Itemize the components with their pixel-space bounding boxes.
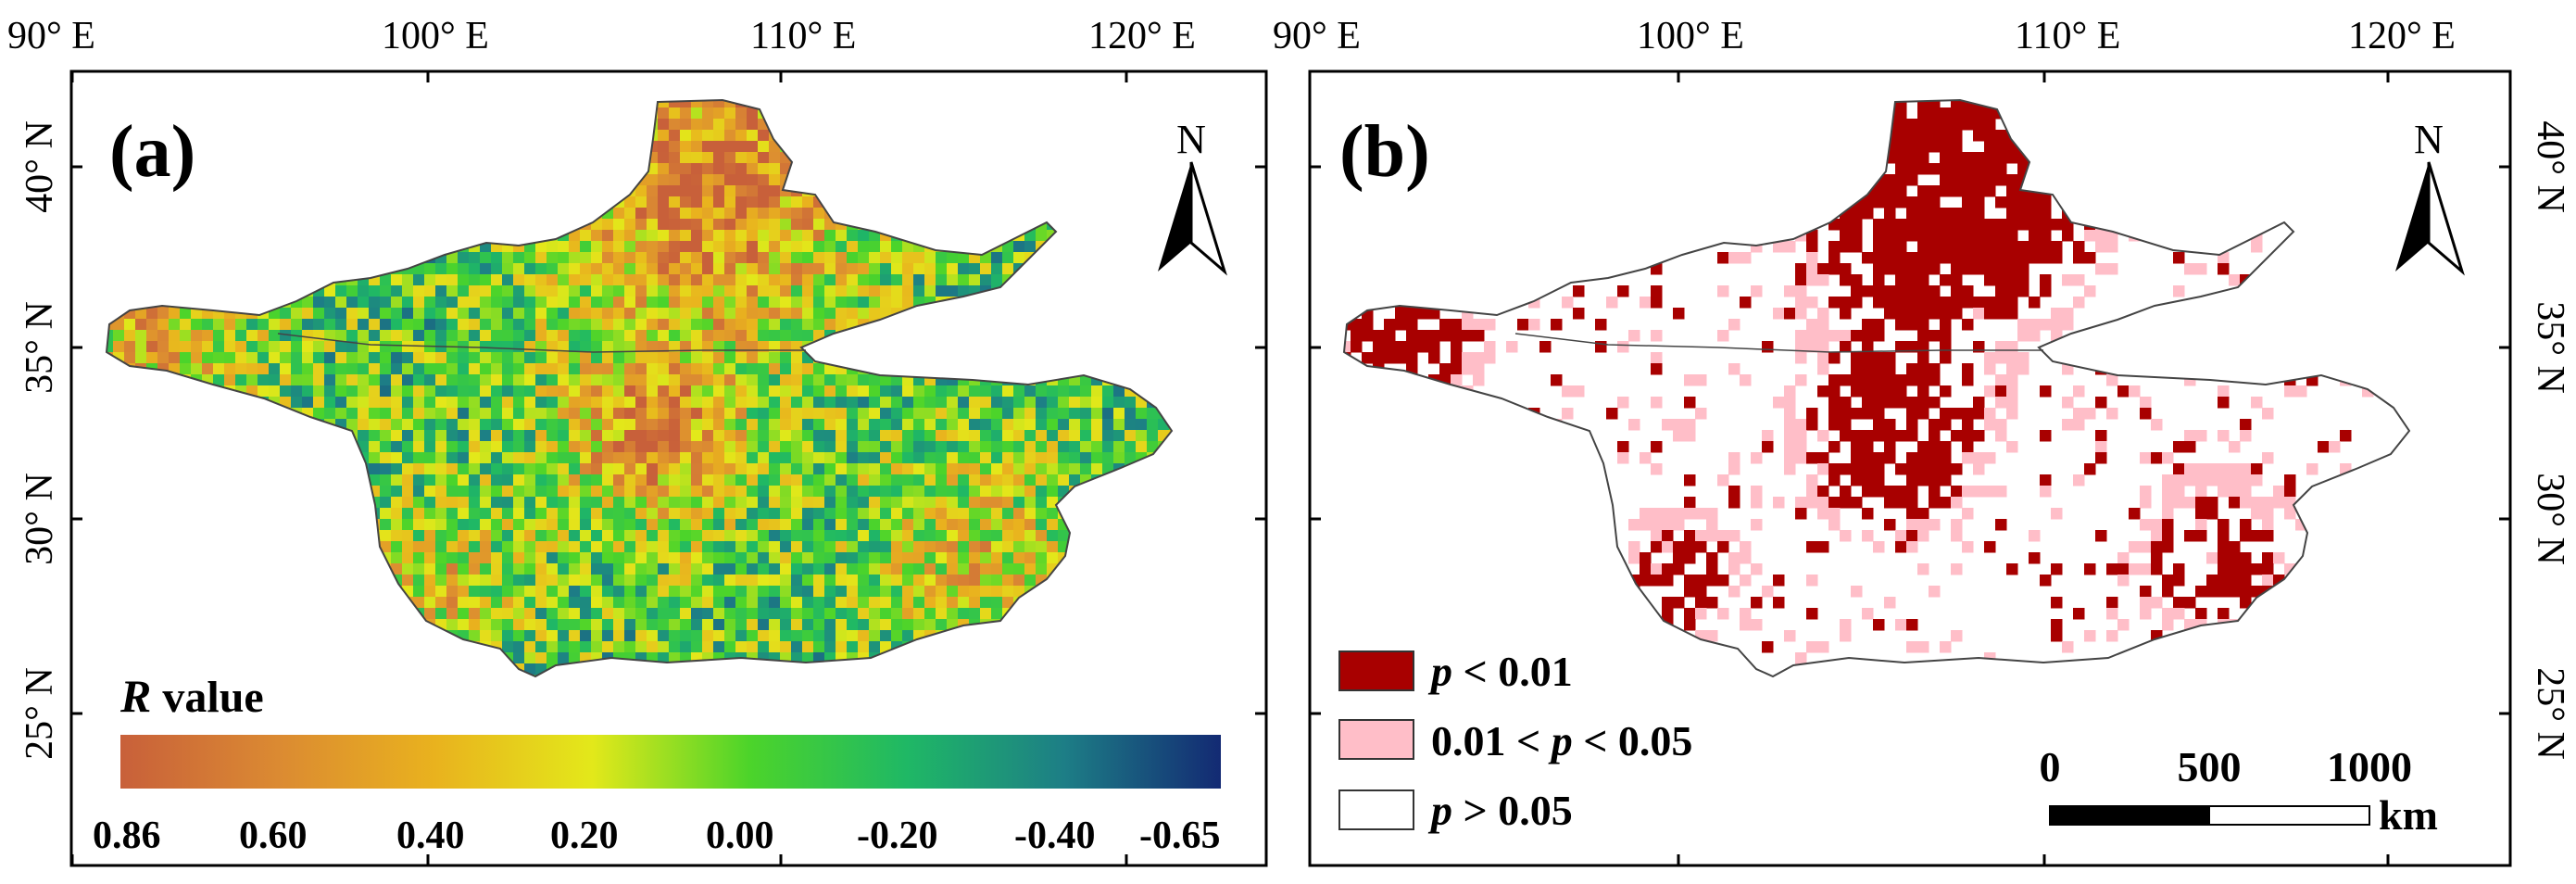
colorbar-tick-5: -0.20 — [857, 815, 938, 857]
lat-label-30-left: 30° N — [19, 473, 61, 565]
legend-swatch-p-gt-005 — [1338, 789, 1414, 830]
lat-label-25-right: 25° N — [2529, 667, 2571, 760]
panel-b-ticks — [1308, 71, 2510, 865]
r-symbol: R — [119, 670, 151, 722]
latitude-labels: 40° N 35° N 30° N 25° N 40° N 35° N 30° … — [19, 120, 2571, 760]
panel-b-label: (b) — [1339, 111, 1430, 193]
scale-tick-1000: 1000 — [2327, 743, 2412, 790]
colorbar-tick-1: 0.60 — [239, 815, 308, 857]
north-arrow-icon — [2395, 161, 2465, 276]
lon-label-110-a: 110° E — [750, 15, 856, 57]
basin-r-value-map — [105, 98, 1174, 678]
legend-swatch-p-lt-001 — [1338, 650, 1414, 691]
legend-label-p-gt-005: p > 0.05 — [1427, 787, 1573, 834]
panel-b-north-arrow: N — [2395, 117, 2465, 276]
panel-a-ticks — [70, 71, 1266, 865]
lon-label-90-b: 90° E — [1273, 15, 1361, 57]
colorbar-tick-3: 0.20 — [550, 815, 619, 857]
scale-bar-white-segment — [2208, 805, 2370, 826]
colorbar — [120, 735, 1221, 789]
lat-label-25-left: 25° N — [19, 667, 61, 760]
basin-significance-map — [1342, 98, 2411, 678]
scale-tick-0: 0 — [2040, 743, 2061, 790]
lat-label-35-left: 35° N — [19, 301, 61, 394]
colorbar-tick-4: 0.00 — [706, 815, 774, 857]
scale-tick-500: 500 — [2178, 743, 2242, 790]
north-arrow-icon — [1158, 161, 1227, 276]
legend-title-rest: value — [151, 673, 263, 722]
north-letter-b: N — [2414, 117, 2444, 162]
lon-label-120-a: 120° E — [1088, 15, 1196, 57]
legend-swatch-p-001-005 — [1338, 719, 1414, 760]
colorbar-tick-6: -0.40 — [1014, 815, 1096, 857]
scale-bar-black-segment — [2049, 805, 2210, 826]
lat-label-30-right: 30° N — [2529, 473, 2571, 565]
panel-b-frame — [1308, 69, 2512, 867]
colorbar-tick-2: 0.40 — [396, 815, 465, 857]
longitude-labels: 90° E 100° E 110° E 120° E 90° E 100° E … — [7, 15, 2456, 57]
colorbar-tick-0: 0.86 — [93, 815, 161, 857]
lat-label-40-left: 40° N — [19, 120, 61, 213]
colorbar-tick-7: -0.65 — [1139, 815, 1221, 857]
lon-label-90-a: 90° E — [7, 15, 95, 57]
lat-label-40-right: 40° N — [2529, 120, 2571, 213]
panel-a-frame — [69, 69, 1268, 867]
panel-a-label: (a) — [109, 111, 195, 193]
legend-label-p-lt-001: p < 0.01 — [1427, 648, 1573, 695]
panel-a: (a) N R value 0.86 0.60 0.40 0.20 0.00 -… — [69, 69, 1268, 867]
lon-label-110-b: 110° E — [2015, 15, 2120, 57]
lon-label-100-a: 100° E — [382, 15, 489, 57]
scale-unit: km — [2379, 791, 2438, 839]
north-letter-a: N — [1176, 117, 1206, 162]
significance-legend: p < 0.01 0.01 < p < 0.05 p > 0.05 — [1338, 648, 1692, 834]
lat-label-35-right: 35° N — [2529, 301, 2571, 394]
panel-b: (b) N p < 0.01 0.01 < p < 0.05 p > 0.05 … — [1308, 69, 2512, 867]
scale-bar: 0 500 1000 km — [2040, 743, 2438, 839]
r-value-legend-title: R value — [119, 670, 264, 722]
panel-a-north-arrow: N — [1158, 117, 1227, 276]
lon-label-100-b: 100° E — [1637, 15, 1744, 57]
legend-label-p-001-005: 0.01 < p < 0.05 — [1431, 717, 1692, 764]
colorbar-tick-labels: 0.86 0.60 0.40 0.20 0.00 -0.20 -0.40 -0.… — [93, 815, 1221, 857]
lon-label-120-b: 120° E — [2348, 15, 2456, 57]
